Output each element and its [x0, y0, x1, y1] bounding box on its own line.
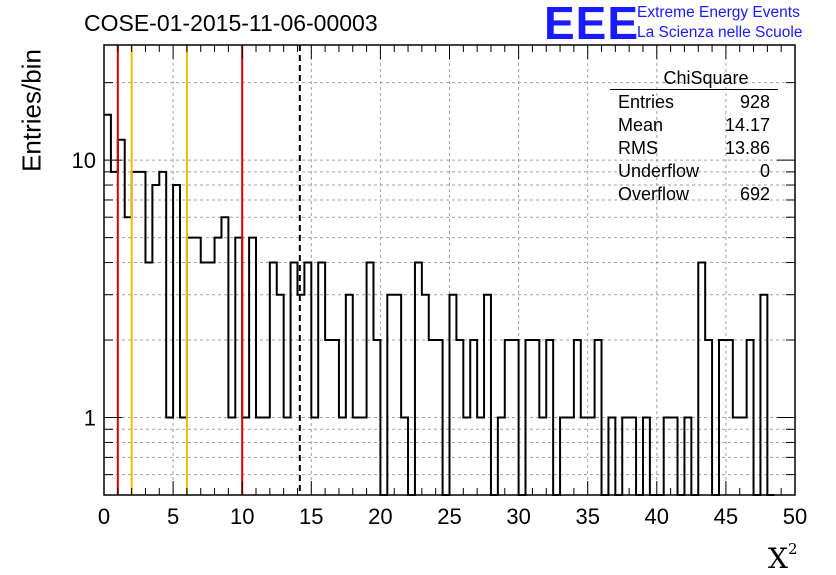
y-tick-label: 1 [84, 406, 96, 431]
stats-value: 14.17 [724, 115, 770, 135]
logo-line-2: La Scienza nelle Scuole [637, 24, 803, 41]
stats-title: ChiSquare [610, 68, 778, 90]
stats-box: ChiSquare Entries 928 Mean 14.17 RMS 13.86 … [610, 68, 778, 207]
x-tick-label: 25 [437, 504, 461, 529]
y-axis-label: Entries/bin [16, 49, 47, 172]
stats-value: 928 [739, 92, 770, 112]
x-tick-label: 15 [299, 504, 323, 529]
x-tick-label: 5 [167, 504, 179, 529]
stats-label: Underflow [618, 161, 700, 181]
x-tick-label: 50 [783, 504, 807, 529]
stats-row: Overflow 692 [610, 184, 778, 207]
x-tick-label: 45 [714, 504, 738, 529]
stats-label: RMS [618, 138, 658, 158]
stats-value: 0 [759, 161, 770, 181]
x-tick-label: 10 [230, 504, 254, 529]
x-tick-label: 0 [98, 504, 110, 529]
stats-row: RMS 13.86 [610, 138, 778, 161]
x-axis-label: X2 [768, 540, 798, 575]
logo-line-1: Extreme Energy Events [637, 4, 800, 21]
stats-value: 692 [739, 184, 770, 204]
x-tick-label: 20 [368, 504, 392, 529]
stats-label: Overflow [618, 184, 690, 204]
run-title: COSE-01-2015-11-06-00003 [84, 10, 378, 36]
stats-row: Entries 928 [610, 92, 778, 115]
x-tick-label: 40 [645, 504, 669, 529]
stats-value: 13.86 [724, 138, 770, 158]
y-tick-label: 10 [72, 148, 96, 173]
stats-row: Underflow 0 [610, 161, 778, 184]
stats-label: Mean [618, 115, 664, 135]
x-tick-label: 30 [506, 504, 530, 529]
stats-row: Mean 14.17 [610, 115, 778, 138]
x-tick-label: 35 [575, 504, 599, 529]
eee-logo: EEE [544, 0, 640, 49]
stats-label: Entries [618, 92, 675, 112]
